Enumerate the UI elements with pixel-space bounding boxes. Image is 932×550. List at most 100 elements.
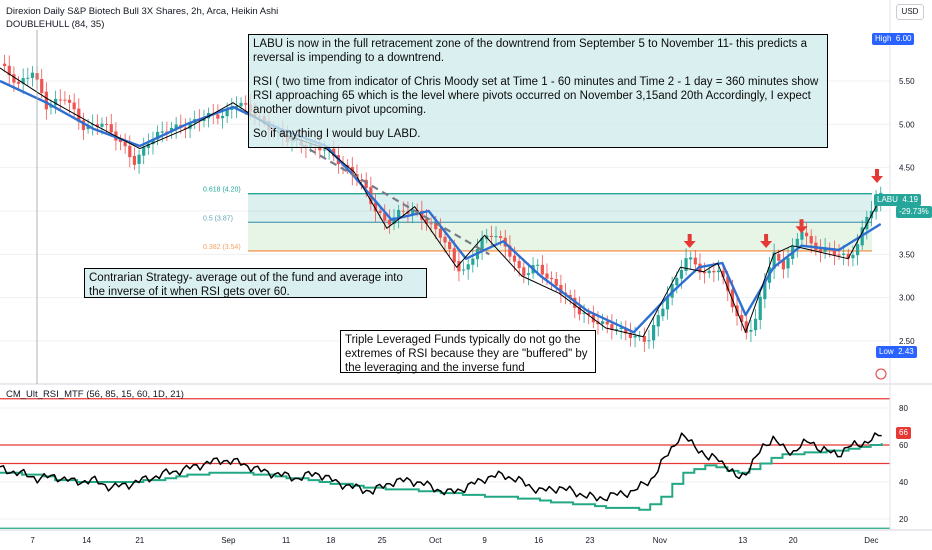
candle-body: [652, 324, 656, 341]
candle-body: [540, 264, 544, 275]
hull-slow-line: [0, 79, 882, 334]
candle-body: [809, 235, 813, 244]
candle-body: [536, 264, 540, 266]
downtrend-line: [288, 136, 490, 256]
time-tick-label: 9: [482, 536, 487, 545]
currency-button[interactable]: USD: [896, 4, 924, 20]
price-tick-label: 5.00: [899, 120, 915, 129]
candle-body: [494, 236, 498, 238]
candle-body: [95, 124, 99, 128]
candle-body: [378, 210, 382, 213]
candle-body: [638, 335, 642, 337]
rsi-line: [0, 432, 882, 502]
candle-body: [721, 270, 725, 278]
candle-body: [160, 131, 164, 133]
candle-body: [21, 78, 25, 84]
candle-body: [137, 154, 141, 164]
candle-body: [67, 99, 72, 103]
candle-body: [577, 306, 582, 315]
candle-body: [322, 149, 327, 151]
candle-body: [587, 312, 591, 315]
candle-body: [851, 254, 855, 259]
candle-body: [679, 270, 684, 279]
pivot-arrow-head: [871, 176, 884, 183]
candle-body: [818, 249, 823, 252]
price-tick-label: 3.00: [899, 294, 915, 303]
candle-body: [832, 248, 836, 256]
candle-body: [406, 211, 410, 214]
note-retracement: LABU is now in the full retracement zone…: [248, 34, 828, 148]
fib-zone-lower: [248, 222, 872, 251]
change-tag: -29.73%: [896, 206, 932, 218]
candle-body: [434, 223, 438, 230]
candle-body: [702, 271, 707, 274]
candle-body: [522, 267, 526, 276]
time-tick-label: 7: [30, 536, 35, 545]
candle-body: [800, 231, 804, 240]
time-tick-label: 20: [789, 536, 798, 545]
candle-body: [91, 124, 95, 126]
symbol-tag: LABU: [877, 195, 898, 204]
candle-body: [466, 264, 470, 270]
candle-body: [716, 270, 721, 273]
rsi-signal-line: [0, 443, 883, 511]
candle-body: [174, 124, 178, 129]
candle-body: [58, 99, 62, 101]
note-contrarian: Contrarian Strategy- average out of the …: [84, 268, 427, 298]
time-tick-label: 23: [586, 536, 595, 545]
candle-body: [220, 115, 225, 119]
time-tick-label: Sep: [221, 536, 236, 545]
rsi-tick-label: 40: [899, 478, 908, 487]
candle-body: [846, 253, 850, 259]
low-tag-value: 2.43: [898, 347, 914, 356]
candle-body: [712, 270, 716, 273]
candle-body: [647, 340, 651, 342]
candle-body: [54, 98, 58, 106]
high-tag: High 6.00: [872, 33, 915, 45]
time-tick-label: 18: [326, 536, 335, 545]
candle-body: [758, 296, 762, 320]
pivot-arrow-head: [795, 226, 808, 234]
rsi-indicator-label: CM_Ult_RSI_MTF (56, 85, 15, 60, 1D, 21): [6, 389, 184, 400]
candle-body: [429, 223, 433, 225]
candle-body: [443, 236, 447, 243]
rsi-tick-label: 60: [899, 441, 908, 450]
candle-body: [675, 277, 679, 286]
candle-body: [684, 258, 688, 271]
candle-body: [837, 254, 841, 256]
candle-body: [105, 123, 109, 125]
candle-body: [448, 241, 452, 250]
last-price-tag: LABU 4.19: [874, 194, 921, 206]
candle-body: [614, 328, 619, 330]
candle-body: [146, 143, 150, 148]
candle-body: [781, 260, 785, 270]
candle-body: [633, 335, 637, 338]
candle-body: [30, 72, 35, 78]
fib-level-label: 0.618 (4.20): [203, 187, 241, 194]
rsi-value-tag: 66: [896, 427, 911, 439]
candle-body: [795, 238, 799, 248]
price-tick-label: 5.50: [899, 77, 915, 86]
candle-body: [44, 91, 48, 110]
candle-body: [605, 321, 609, 325]
low-tag: Low 2.43: [876, 346, 917, 358]
candle-body: [517, 261, 521, 269]
candle-body: [693, 257, 697, 265]
candle-body: [842, 253, 846, 255]
time-tick-label: 11: [282, 536, 291, 545]
time-tick-label: 13: [738, 536, 747, 545]
candle-body: [786, 257, 790, 269]
candle-body: [165, 131, 169, 133]
pivot-arrow-head: [760, 241, 773, 248]
main-indicator-label: DOUBLEHULL (84, 35): [6, 19, 105, 30]
hull-moving-averages: [0, 67, 882, 338]
candle-body: [392, 217, 396, 225]
candle-body: [12, 74, 16, 83]
candle-body: [665, 296, 670, 310]
candle-body: [420, 210, 424, 220]
annotations: [288, 136, 887, 380]
time-tick-label: 21: [135, 536, 144, 545]
candle-body: [77, 108, 81, 122]
price-tick-label: 2.50: [899, 337, 915, 346]
